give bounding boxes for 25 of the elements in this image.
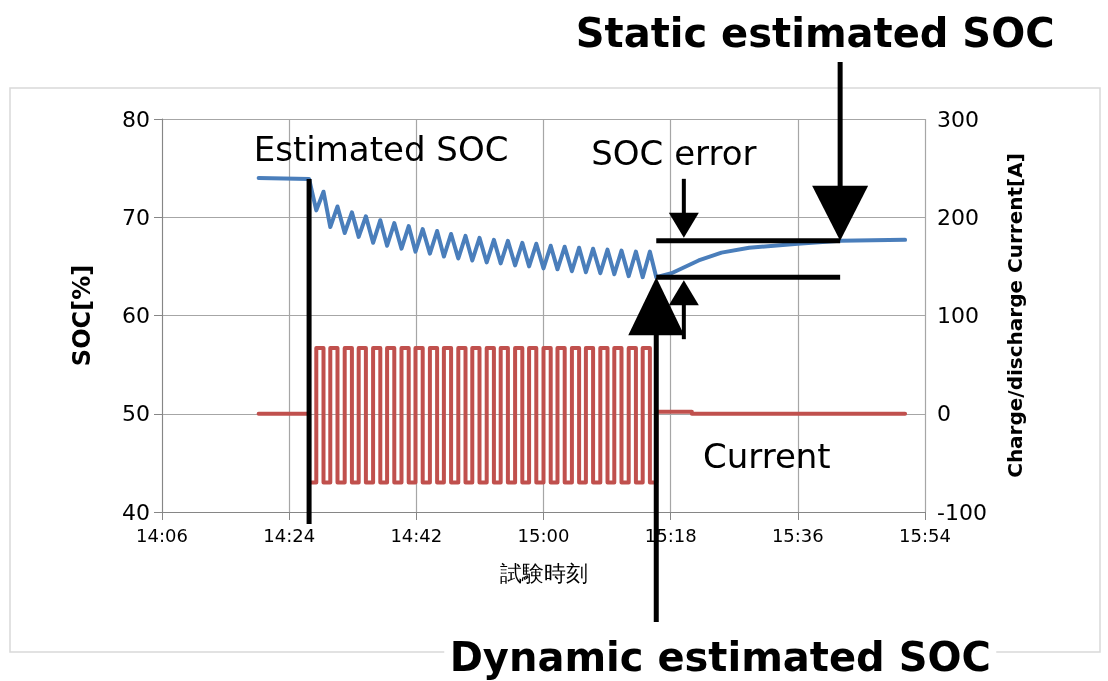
annotation: SOC error <box>591 132 757 173</box>
x-axis-title: 試験時刻 <box>499 560 588 586</box>
y-tick-label: 50 <box>122 401 150 427</box>
text: Static estimated SOC <box>575 10 1055 56</box>
x-tick-label: 14:24 <box>263 524 316 546</box>
y2-tick-label: 0 <box>937 401 951 427</box>
ref-line-label: Estimated SOC <box>253 128 509 169</box>
y2-tick-label: 200 <box>937 204 979 230</box>
x-tick-label: 14:42 <box>390 524 443 546</box>
y-tick-label: 60 <box>122 303 150 328</box>
annotation: Current <box>703 435 831 476</box>
y-tick-label: 40 <box>122 499 150 525</box>
x-tick-label: 14:06 <box>136 524 188 546</box>
y-tick-label: 80 <box>122 106 150 132</box>
y2-tick-label: -100 <box>937 499 987 525</box>
line-series <box>256 175 908 280</box>
x-tick-label: 15:00 <box>517 524 570 546</box>
y2-tick-label: 100 <box>937 303 979 328</box>
y2-tick-label: 300 <box>937 106 979 132</box>
y-axis-title: SOC[%] <box>68 264 96 367</box>
text: Dynamic estimated SOC <box>449 634 991 680</box>
y2-axis-title: Charge/discharge Current[A] <box>1003 153 1027 478</box>
x-tick-label: 15:54 <box>899 524 951 546</box>
y-tick-label: 70 <box>122 204 150 230</box>
x-tick-label: 15:36 <box>771 524 824 546</box>
